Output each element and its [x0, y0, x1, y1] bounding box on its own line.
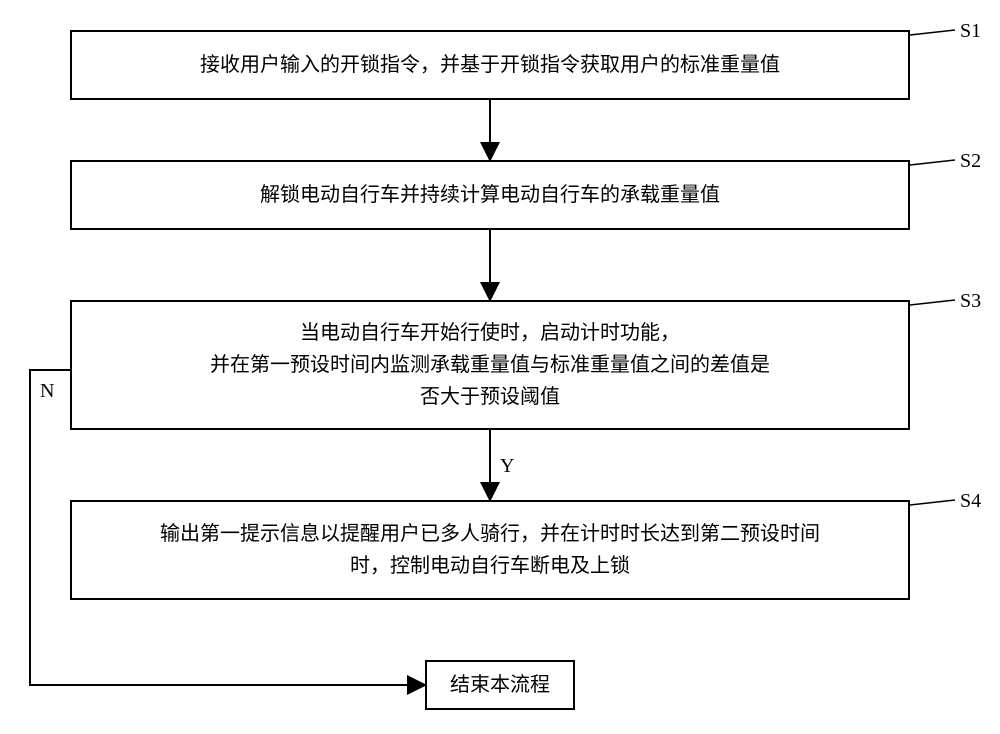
- step-s4-box: 输出第一提示信息以提醒用户已多人骑行，并在计时时长达到第二预设时间 时，控制电动…: [70, 500, 910, 600]
- edge-label-n: N: [40, 380, 54, 403]
- s4-label-connector: [910, 500, 960, 520]
- step-s4-label: S4: [960, 490, 981, 513]
- step-s4-text-line2: 时，控制电动自行车断电及上锁: [160, 550, 820, 582]
- flowchart-container: 接收用户输入的开锁指令，并基于开锁指令获取用户的标准重量值 S1 解锁电动自行车…: [0, 0, 1000, 734]
- step-s4-text-line1: 输出第一提示信息以提醒用户已多人骑行，并在计时时长达到第二预设时间: [160, 518, 820, 550]
- step-s4-text-wrap: 输出第一提示信息以提醒用户已多人骑行，并在计时时长达到第二预设时间 时，控制电动…: [160, 518, 820, 582]
- step-end-text: 结束本流程: [450, 669, 550, 701]
- step-end-box: 结束本流程: [425, 660, 575, 710]
- arrow-s3-end: [0, 0, 1000, 734]
